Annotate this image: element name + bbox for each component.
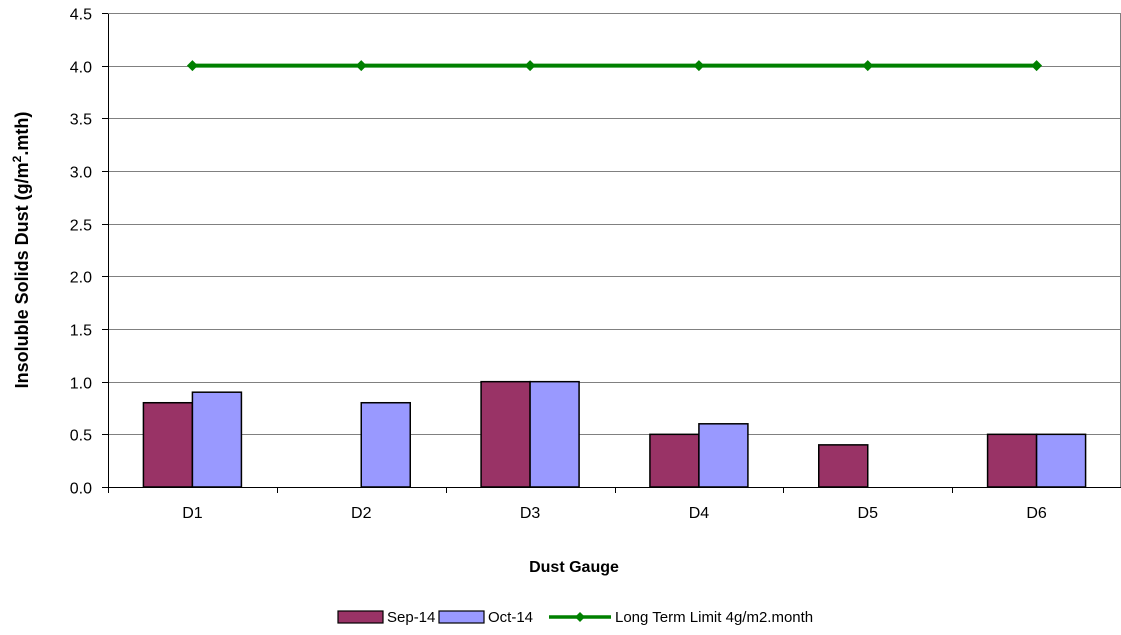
bar-sep-14-d5 [818,444,869,488]
y-axis-title: Insoluble Solids Dust (g/m2.mth) [10,112,32,389]
x-tick-label-d4: D4 [689,505,710,522]
limit-marker-d1 [186,60,198,72]
y-tick-label: 1.5 [70,323,92,340]
legend-swatch-oct-14 [438,610,485,624]
axes [102,13,1121,493]
y-tick-label: 0.0 [70,481,92,498]
limit-marker-d6 [1031,60,1043,72]
bar-sep-14-d6 [986,433,1038,488]
limit-line-series [186,60,1043,72]
gridlines [108,13,1121,435]
x-tick-label-d1: D1 [182,505,203,522]
bar-oct-14-d6 [1035,433,1087,488]
y-tick-label: 0.5 [70,428,92,445]
bars [142,380,1087,488]
bar-sep-14-d1 [142,401,194,488]
limit-marker-d3 [524,60,536,72]
y-tick-label: 1.0 [70,376,92,393]
y-tick-label: 2.5 [70,218,92,235]
x-axis-title: Dust Gauge [529,559,619,576]
legend-label-sep-14: Sep-14 [387,609,435,626]
tick-labels: 0.0 0.5 1.0 1.5 2.0 2.5 3.0 3.5 4.0 4.5 D1 D2 D3 D4 D5… [70,7,1047,523]
y-tick-label: 3.0 [70,165,92,182]
legend-label-long-term-limit-4g-m2-month: Long Term Limit 4g/m2.month [615,609,813,626]
limit-marker-d5 [862,60,874,72]
y-tick-label: 3.5 [70,112,92,129]
x-tick-label-d3: D3 [520,505,541,522]
legend-marker-long-term-limit-4g-m2-month [575,612,585,622]
bar-oct-14-d1 [191,391,243,488]
x-tick-label-d6: D6 [1026,505,1047,522]
x-tick-label-d2: D2 [351,505,372,522]
legend-swatch-sep-14 [337,610,384,624]
limit-marker-d4 [693,60,705,72]
bar-sep-14-d4 [649,433,700,488]
y-tick-label: 4.5 [70,7,92,24]
bar-sep-14-d3 [480,380,531,488]
legend-label-oct-14: Oct-14 [488,609,533,626]
bar-oct-14-d3 [529,380,580,488]
limit-marker-d2 [355,60,367,72]
y-tick-label: 2.0 [70,270,92,287]
bar-oct-14-d2 [360,401,411,488]
legend: Sep-14 Oct-14 Long Term Limit 4g/m2.month [337,609,813,626]
bar-oct-14-d4 [698,423,749,488]
x-tick-label-d5: D5 [858,505,879,522]
y-tick-label: 4.0 [70,60,92,77]
